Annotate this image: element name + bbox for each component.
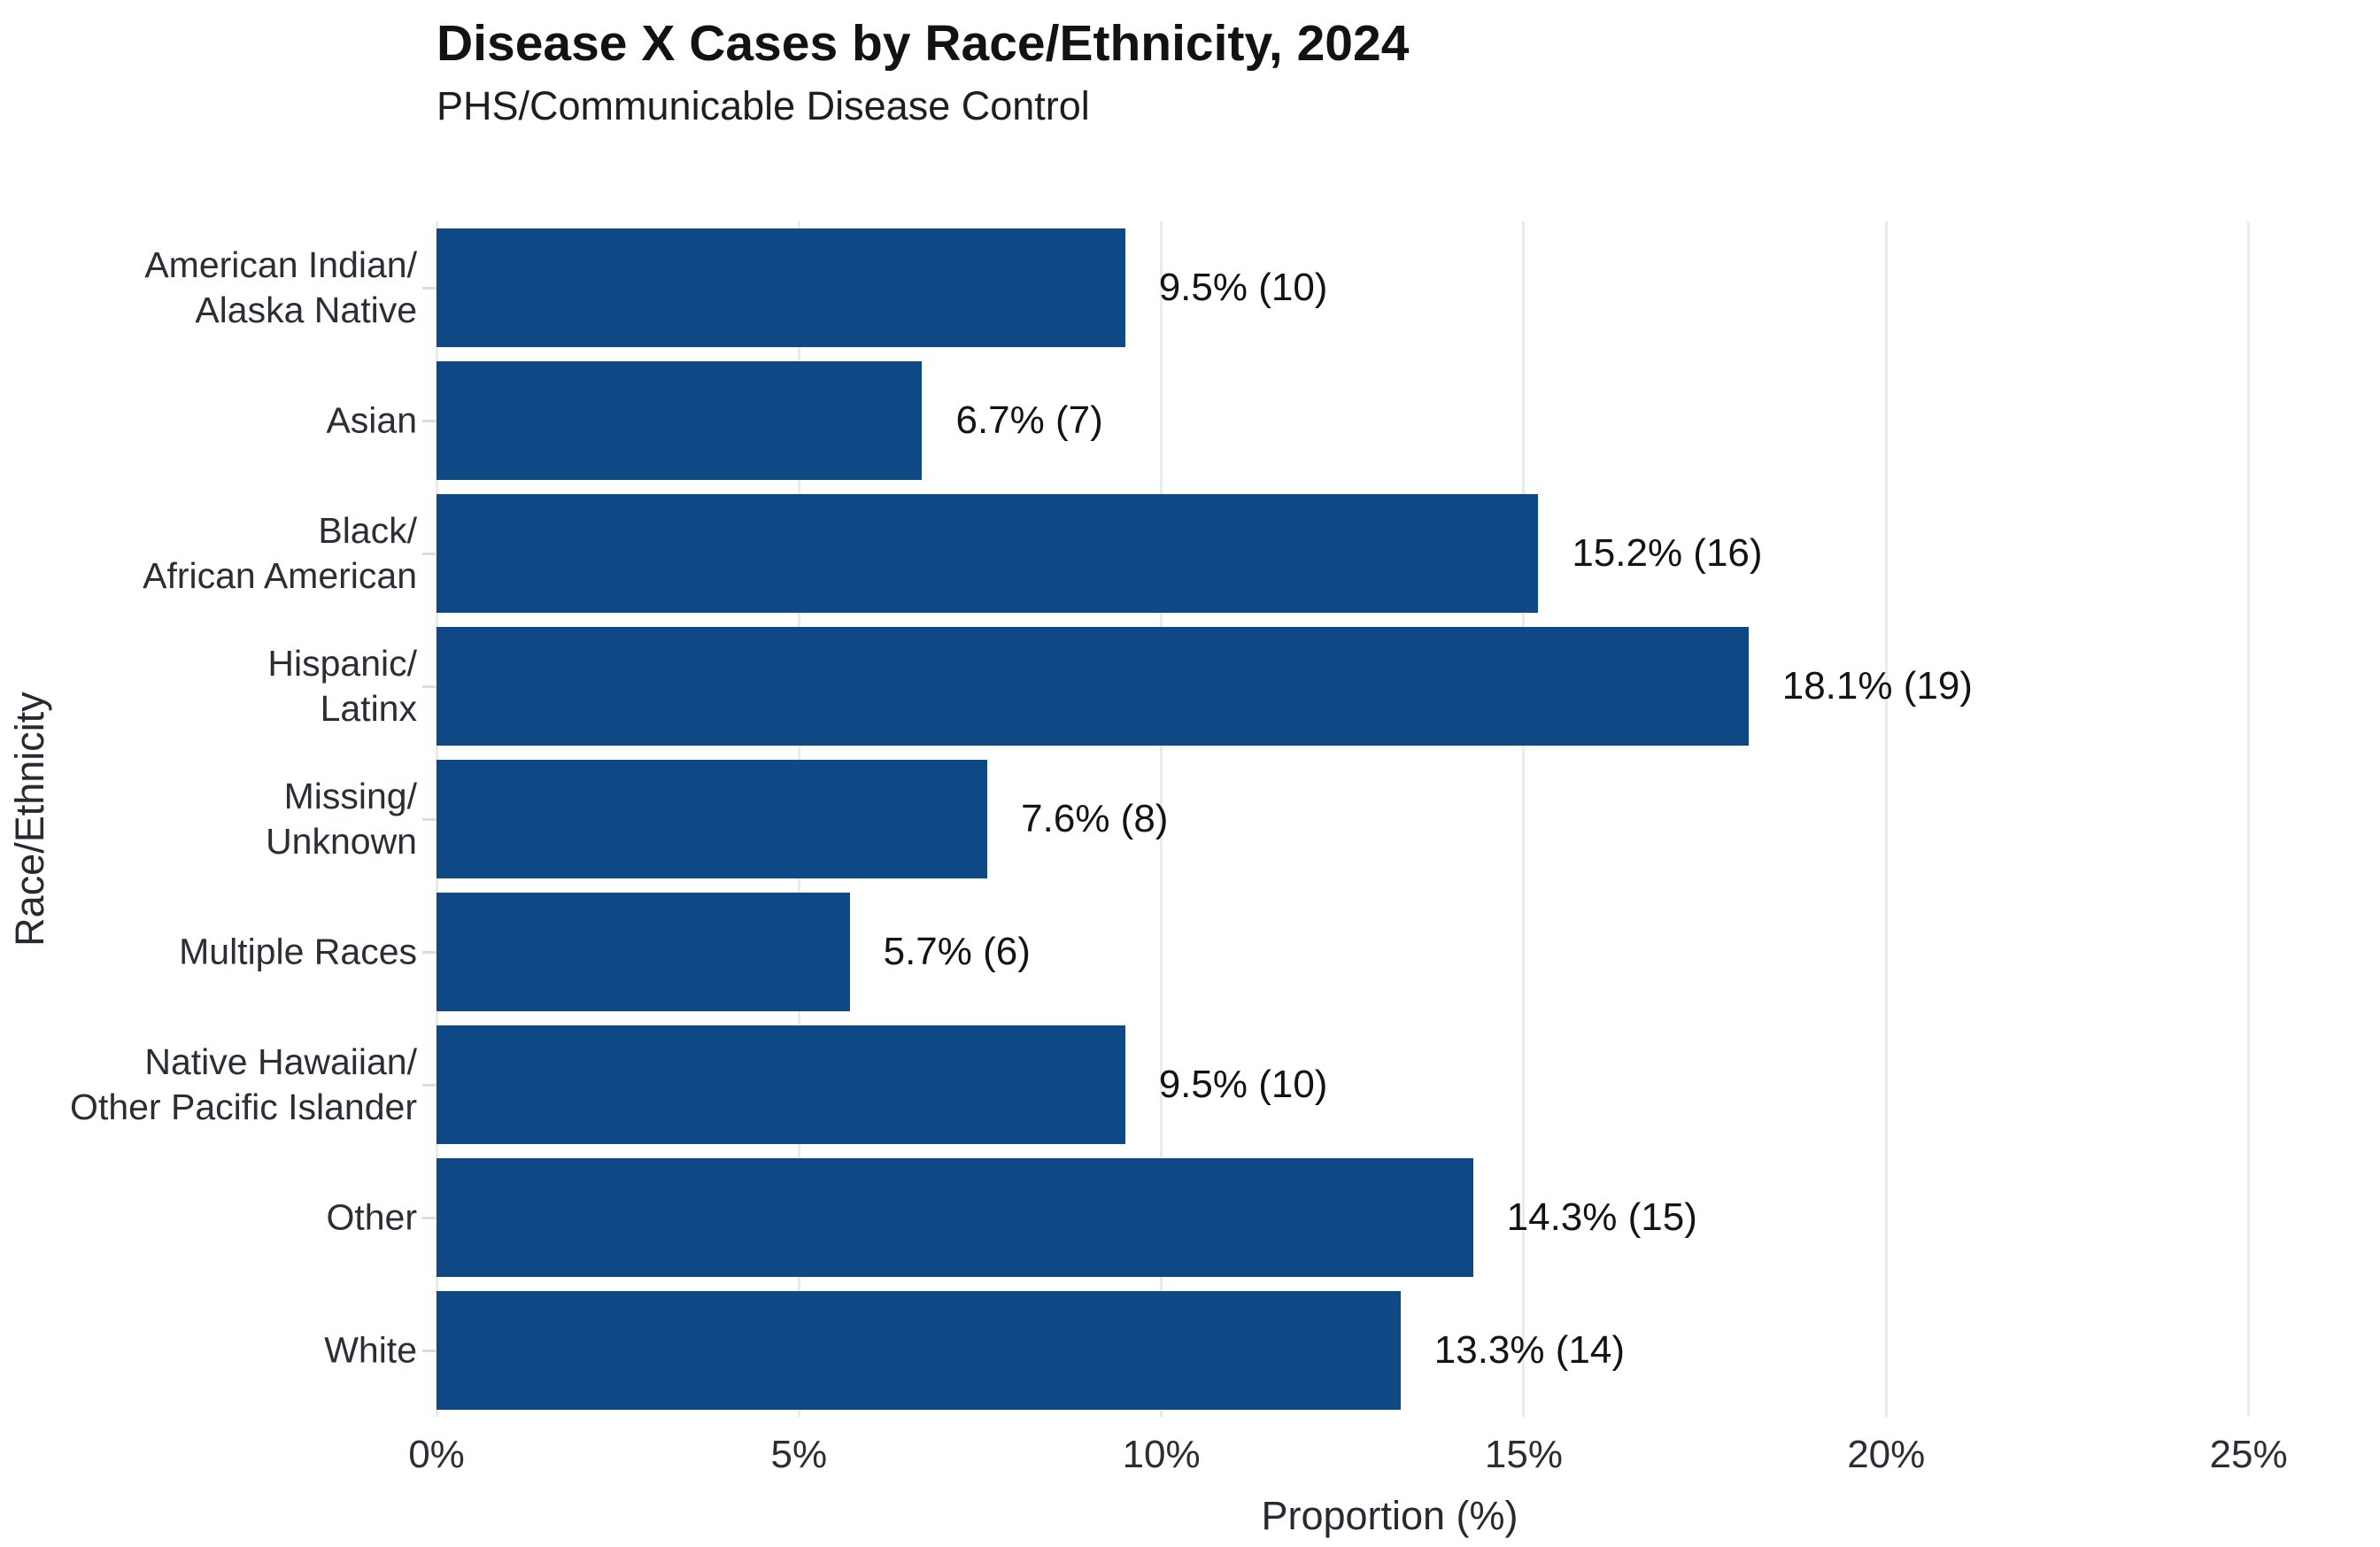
category-label: Hispanic/ Latinx (267, 642, 417, 729)
x-axis-tick-label: 25% (2209, 1433, 2288, 1476)
category-label: Asian (326, 399, 417, 441)
category-label: Black/ African American (143, 509, 417, 596)
y-axis-tick-mark (422, 419, 436, 422)
gridline (1160, 221, 1163, 1417)
bar-value-label: 18.1% (19) (1781, 664, 1973, 708)
chart-title: Disease X Cases by Race/Ethnicity, 2024 (437, 15, 1410, 72)
bar-value-label: 14.3% (15) (1506, 1195, 1697, 1239)
y-axis-tick-mark (422, 817, 436, 821)
plot-panel: 9.5% (10) 6.7% (7) 15.2% (16) 18.1% (19) 7.6… (435, 221, 2343, 1417)
bar-value-label: 5.7% (6) (883, 930, 1031, 973)
category-label: Multiple Races (179, 931, 417, 972)
category-label: American Indian/ Alaska Native (144, 244, 417, 330)
bar-value-label: 9.5% (10) (1158, 266, 1328, 309)
x-axis-tick-label: 10% (1122, 1433, 1201, 1476)
x-axis-tick-label: 20% (1847, 1433, 1926, 1476)
bar-value-label: 9.5% (10) (1158, 1063, 1328, 1106)
x-axis-tick-labels: 0% 5% 10% 15% 20% 25% (408, 1433, 2343, 1477)
category-label: White (324, 1329, 417, 1371)
gridline (1884, 221, 1888, 1417)
bar-value-label: 7.6% (8) (1021, 797, 1169, 840)
y-axis-tick-mark (422, 950, 436, 954)
y-axis-tick-mark (422, 552, 436, 555)
bar (437, 893, 850, 1011)
category-label: Other (326, 1196, 417, 1238)
bar (437, 1291, 1401, 1410)
bar (437, 494, 1539, 613)
bar (437, 760, 988, 878)
bar-value-label: 6.7% (7) (955, 398, 1103, 442)
gridline (2247, 221, 2251, 1417)
bar (437, 1158, 1473, 1277)
chart-subtitle: PHS/Communicable Disease Control (437, 83, 1090, 128)
bar-value-label: 15.2% (16) (1572, 531, 1763, 575)
x-axis-tick-label: 5% (770, 1433, 828, 1476)
y-axis-tick-mark (422, 1349, 436, 1352)
x-axis-title: Proportion (%) (1261, 1493, 1518, 1538)
y-axis-tick-mark (422, 685, 436, 688)
bar (437, 627, 1749, 746)
y-axis-category-labels: American Indian/ Alaska Native Asian Black… (35, 221, 417, 1417)
y-axis-tick-mark (422, 1083, 436, 1087)
y-axis-tick-mark (422, 286, 436, 290)
category-label: Missing/ Unknown (266, 775, 417, 862)
bar (437, 361, 923, 480)
x-axis-tick-label: 15% (1484, 1433, 1563, 1476)
x-axis-tick-label: 0% (408, 1433, 465, 1476)
bar-value-label: 13.3% (14) (1433, 1328, 1625, 1372)
bar (437, 228, 1125, 347)
category-label: Native Hawaiian/ Other Pacific Islander (70, 1040, 417, 1127)
bar (437, 1025, 1125, 1144)
gridline (1522, 221, 1526, 1417)
y-axis-tick-mark (422, 1216, 436, 1219)
